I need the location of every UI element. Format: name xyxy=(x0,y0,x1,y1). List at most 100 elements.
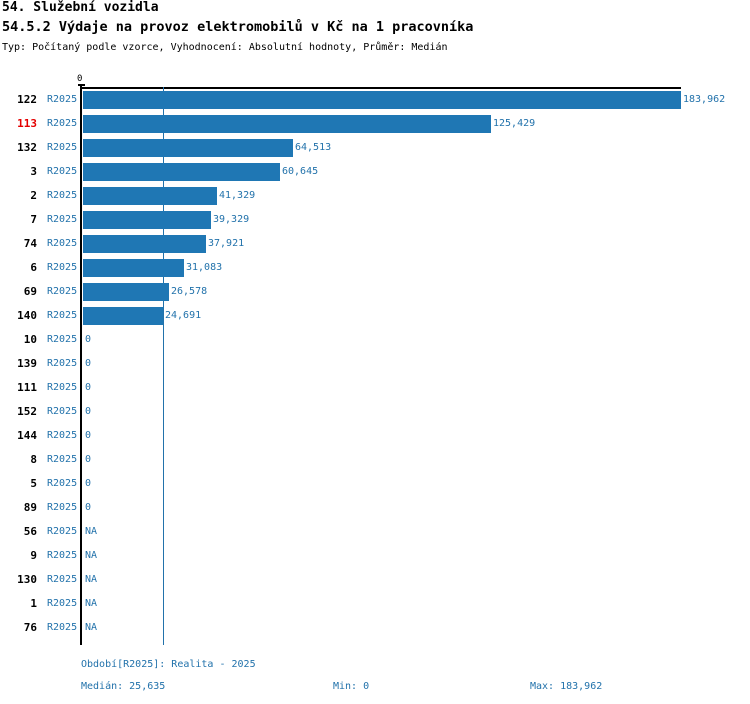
row-key-label: 76 xyxy=(23,621,37,634)
bar-value-label: 0 xyxy=(85,430,92,441)
bar[interactable] xyxy=(83,235,206,253)
row-key-label: 144 xyxy=(17,429,37,442)
table-row[interactable]: 139 R2025 0 xyxy=(0,352,750,376)
table-row[interactable]: 113 R2025 125,429 xyxy=(0,112,750,136)
bar-value-label: NA xyxy=(85,574,98,585)
bar-value-label: 60,645 xyxy=(282,166,319,177)
table-row[interactable]: 5 R2025 0 xyxy=(0,472,750,496)
bar-value-label: 0 xyxy=(85,358,92,369)
bar-value-label: 41,329 xyxy=(219,190,256,201)
y-axis-line xyxy=(80,86,82,645)
bar[interactable] xyxy=(83,283,169,301)
row-period-label: R2025 xyxy=(47,382,78,393)
row-period-label: R2025 xyxy=(47,622,78,633)
table-row[interactable]: 111 R2025 0 xyxy=(0,376,750,400)
row-key-label: 139 xyxy=(17,357,37,370)
bar[interactable] xyxy=(83,91,681,109)
bar-value-label: 37,921 xyxy=(208,238,245,249)
bar-value-label: NA xyxy=(85,622,98,633)
bar[interactable] xyxy=(83,307,163,325)
row-key-label: 113 xyxy=(17,117,37,130)
x-axis-zero-tick-label: 0 xyxy=(77,74,83,84)
bar-value-label: 0 xyxy=(85,406,92,417)
row-period-label: R2025 xyxy=(47,502,78,513)
row-period-label: R2025 xyxy=(47,598,78,609)
row-key-label: 74 xyxy=(23,237,37,250)
bar-value-label: 26,578 xyxy=(171,286,208,297)
table-row[interactable]: 7 R2025 39,329 xyxy=(0,208,750,232)
footer-max: Max: 183,962 xyxy=(530,681,603,692)
row-period-label: R2025 xyxy=(47,574,78,585)
table-row[interactable]: 144 R2025 0 xyxy=(0,424,750,448)
bar-value-label: NA xyxy=(85,598,98,609)
table-row[interactable]: 69 R2025 26,578 xyxy=(0,280,750,304)
row-period-label: R2025 xyxy=(47,166,78,177)
row-key-label: 8 xyxy=(30,453,37,466)
table-row[interactable]: 9 R2025 NA xyxy=(0,544,750,568)
row-key-label: 5 xyxy=(30,477,37,490)
row-period-label: R2025 xyxy=(47,286,78,297)
bar[interactable] xyxy=(83,211,211,229)
row-period-label: R2025 xyxy=(47,190,78,201)
bar-value-label: 0 xyxy=(85,502,92,513)
row-key-label: 2 xyxy=(30,189,37,202)
bar-value-label: 24,691 xyxy=(165,310,202,321)
table-row[interactable]: 56 R2025 NA xyxy=(0,520,750,544)
row-period-label: R2025 xyxy=(47,550,78,561)
bar[interactable] xyxy=(83,115,491,133)
table-row[interactable]: 130 R2025 NA xyxy=(0,568,750,592)
table-row[interactable]: 6 R2025 31,083 xyxy=(0,256,750,280)
row-key-label: 7 xyxy=(30,213,37,226)
footer-min: Min: 0 xyxy=(333,681,370,692)
row-key-label: 1 xyxy=(30,597,37,610)
row-key-label: 56 xyxy=(23,525,37,538)
row-period-label: R2025 xyxy=(47,118,78,129)
bar-value-label: 31,083 xyxy=(186,262,223,273)
bar-value-label: 183,962 xyxy=(683,94,726,105)
bar-value-label: 0 xyxy=(85,454,92,465)
row-period-label: R2025 xyxy=(47,526,78,537)
bar[interactable] xyxy=(83,139,293,157)
table-row[interactable]: 1 R2025 NA xyxy=(0,592,750,616)
bar[interactable] xyxy=(83,259,184,277)
table-row[interactable]: 76 R2025 NA xyxy=(0,616,750,640)
table-row[interactable]: 74 R2025 37,921 xyxy=(0,232,750,256)
row-key-label: 140 xyxy=(17,309,37,322)
table-row[interactable]: 132 R2025 64,513 xyxy=(0,136,750,160)
chart-meta-line: Typ: Počítaný podle vzorce, Vyhodnocení:… xyxy=(2,42,448,53)
row-period-label: R2025 xyxy=(47,406,78,417)
x-axis-zero-tick-mark xyxy=(78,84,85,86)
table-row[interactable]: 10 R2025 0 xyxy=(0,328,750,352)
table-row[interactable]: 140 R2025 24,691 xyxy=(0,304,750,328)
table-row[interactable]: 2 R2025 41,329 xyxy=(0,184,750,208)
row-key-label: 3 xyxy=(30,165,37,178)
row-key-label: 9 xyxy=(30,549,37,562)
row-key-label: 69 xyxy=(23,285,37,298)
row-period-label: R2025 xyxy=(47,454,78,465)
plot-top-rule xyxy=(81,87,681,89)
row-key-label: 111 xyxy=(17,381,37,394)
row-period-label: R2025 xyxy=(47,262,78,273)
row-key-label: 6 xyxy=(30,261,37,274)
table-row[interactable]: 89 R2025 0 xyxy=(0,496,750,520)
footer-period-note: Období[R2025]: Realita - 2025 xyxy=(81,659,256,670)
row-period-label: R2025 xyxy=(47,430,78,441)
row-period-label: R2025 xyxy=(47,478,78,489)
bar-value-label: NA xyxy=(85,526,98,537)
table-row[interactable]: 3 R2025 60,645 xyxy=(0,160,750,184)
row-period-label: R2025 xyxy=(47,334,78,345)
table-row[interactable]: 8 R2025 0 xyxy=(0,448,750,472)
bar[interactable] xyxy=(83,187,217,205)
table-row[interactable]: 152 R2025 0 xyxy=(0,400,750,424)
table-row[interactable]: 122 R2025 183,962 xyxy=(0,88,750,112)
row-key-label: 132 xyxy=(17,141,37,154)
row-period-label: R2025 xyxy=(47,94,78,105)
row-period-label: R2025 xyxy=(47,214,78,225)
row-period-label: R2025 xyxy=(47,310,78,321)
chart-title: 54.5.2 Výdaje na provoz elektromobilů v … xyxy=(2,19,474,35)
bar-value-label: 125,429 xyxy=(493,118,536,129)
row-key-label: 89 xyxy=(23,501,37,514)
bar[interactable] xyxy=(83,163,280,181)
row-key-label: 130 xyxy=(17,573,37,586)
